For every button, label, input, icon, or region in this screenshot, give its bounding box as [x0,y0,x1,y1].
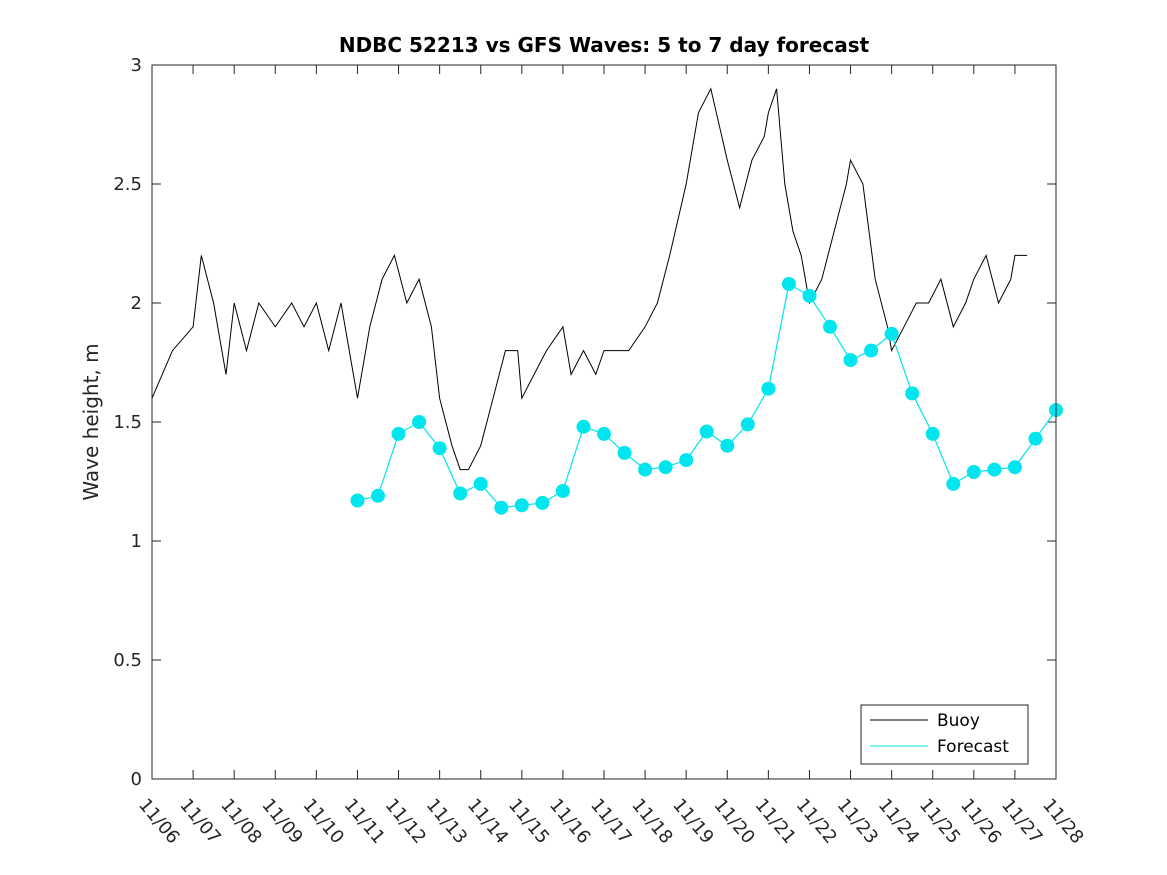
x-tick-label: 11/27 [997,795,1046,848]
x-tick-labels: 11/0611/0711/0811/0911/1011/1111/1211/13… [134,795,1087,848]
forecast-point [473,476,488,491]
forecast-point [1007,460,1022,475]
forecast-point [884,326,899,341]
forecast-point [843,353,858,368]
x-tick-label: 11/23 [833,795,882,848]
forecast-point [679,453,694,468]
y-axis-label: Wave height, m [79,343,103,500]
forecast-point [864,343,879,358]
x-tick-label: 11/26 [956,795,1005,848]
forecast-point [371,488,385,503]
x-tick-label: 11/11 [340,795,389,848]
series-layer [151,87,1063,515]
y-tick-label: 2 [131,293,142,314]
y-tick-label: 2.5 [113,174,142,195]
forecast-point [761,381,776,396]
x-tick-label: 11/10 [299,795,348,848]
x-tick-label: 11/18 [627,795,676,848]
x-tick-label: 11/09 [257,795,306,848]
y-tick-label: 3 [131,55,142,76]
x-tick-label: 11/17 [586,795,635,848]
legend-box [860,704,1029,765]
plot-frame [151,64,1057,780]
legend-buoy-label: Buoy [937,711,980,731]
forecast-point [597,426,611,441]
forecast-point [617,445,632,460]
y-tick-label: 1.5 [113,412,142,433]
forecast-point [740,417,755,432]
x-tick-label: 11/22 [792,795,841,848]
forecast-point [823,319,837,334]
x-tick-label: 11/25 [915,795,964,848]
x-tick-label: 11/20 [709,795,758,848]
forecast-point [391,426,406,441]
forecast-point [412,415,427,429]
forecast-point [720,438,735,453]
forecast-point [576,419,591,434]
forecast-point [987,462,1002,477]
legend-forecast-label: Forecast [937,737,1009,757]
x-tick-label: 11/16 [545,795,594,848]
forecast-point [925,426,940,441]
forecast-point [514,498,529,513]
y-tick-label: 0.5 [113,650,142,671]
x-tick-label: 11/28 [1038,795,1087,848]
forecast-point [658,460,673,475]
x-tick-label: 11/08 [216,795,265,848]
y-tick-labels: 0 0.5 1 1.5 2 2.5 3 [113,55,142,790]
x-tick-label: 11/07 [175,795,224,848]
y-tick-label: 1 [131,531,142,552]
forecast-point [802,288,817,303]
forecast-point [699,424,714,439]
forecast-point [453,486,468,501]
forecast-point [966,465,981,479]
forecast-point [638,462,653,477]
forecast-point [905,386,920,401]
forecast-point [555,484,570,498]
forecast-point [535,495,550,510]
forecast-point [781,277,796,291]
forecast-point [350,493,365,508]
x-tick-label: 11/06 [134,795,183,848]
y-tick-label: 0 [131,769,142,790]
x-tick-label: 11/15 [504,795,553,848]
forecast-point [1028,431,1043,446]
legend: Buoy Forecast [860,704,1029,765]
chart-title: NDBC 52213 vs GFS Waves: 5 to 7 day fore… [339,33,870,57]
x-tick-label: 11/13 [422,795,471,848]
forecast-point [494,500,509,515]
forecast-point [946,476,961,491]
forecast-point [432,441,447,456]
x-tick-label: 11/12 [381,795,430,848]
x-tick-label: 11/21 [751,795,800,848]
x-tick-label: 11/19 [668,795,717,848]
plot-area [152,65,1056,779]
x-tick-label: 11/24 [874,795,923,848]
x-tick-label: 11/14 [463,795,512,848]
